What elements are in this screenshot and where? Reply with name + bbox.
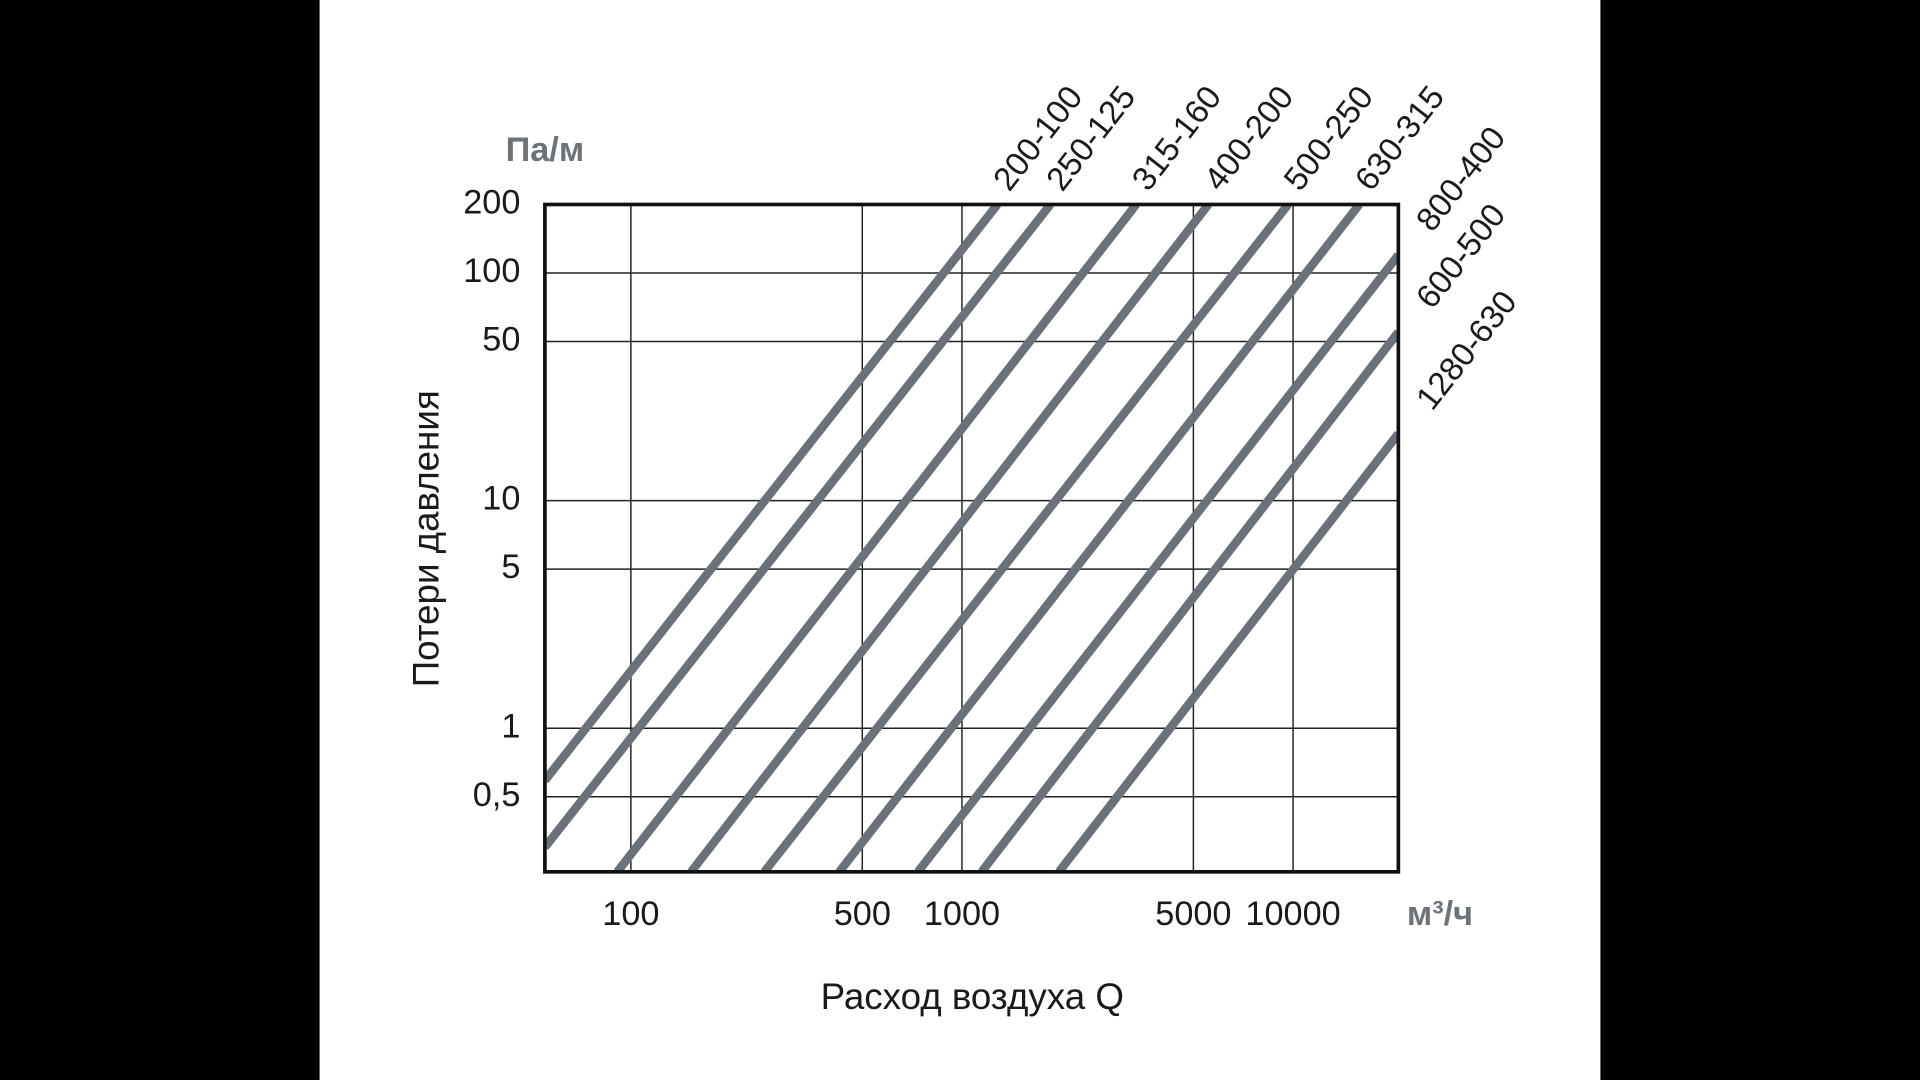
series-line — [1055, 430, 1399, 872]
x-tick-label: 100 — [602, 895, 659, 933]
x-tick-label: 500 — [834, 895, 891, 933]
y-unit: Па/м — [506, 131, 585, 169]
plot-lines — [544, 204, 1399, 872]
series-line — [760, 204, 1292, 872]
series-line — [544, 204, 1001, 784]
y-tick-label: 200 — [463, 184, 520, 222]
y-tick-label: 5 — [501, 548, 520, 586]
y-tick-label: 50 — [482, 321, 520, 359]
y-tick-label: 10 — [482, 480, 520, 518]
x-tick-label: 5000 — [1155, 895, 1231, 933]
series-line — [687, 204, 1212, 872]
y-axis-title: Потери давления — [405, 390, 446, 687]
x-tick-label: 1000 — [924, 895, 1000, 933]
chart-background — [319, 0, 1601, 1080]
y-tick-label: 1 — [501, 707, 520, 745]
series-line — [978, 329, 1399, 872]
series-line — [914, 252, 1399, 872]
grid — [544, 203, 1399, 872]
plot-frame — [543, 202, 1401, 874]
series-line — [613, 204, 1140, 872]
x-axis-title: Расход воздуха Q — [821, 976, 1124, 1017]
x-unit: м³/ч — [1407, 895, 1473, 933]
y-tick-label: 100 — [463, 252, 520, 290]
x-tick-label: 10000 — [1245, 895, 1340, 933]
series-line — [835, 204, 1363, 872]
y-tick-label: 0,5 — [473, 776, 521, 814]
series-line — [544, 204, 1054, 850]
